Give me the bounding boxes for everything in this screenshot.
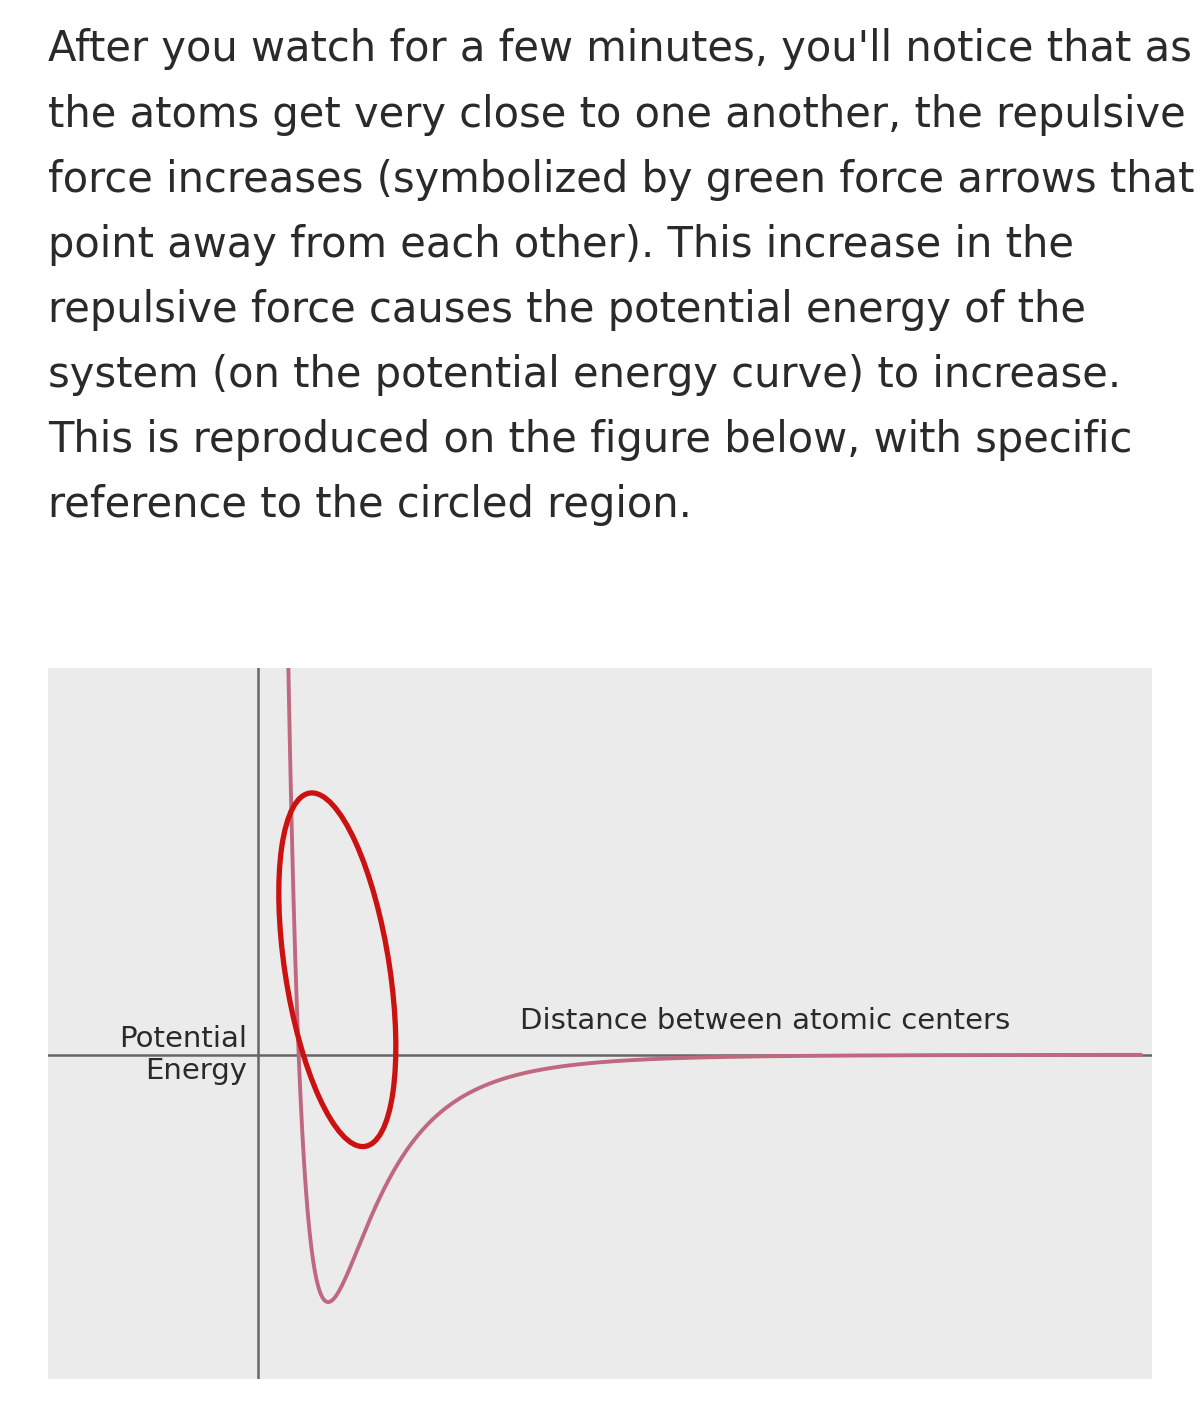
Text: Distance between atomic centers: Distance between atomic centers — [521, 1007, 1010, 1035]
Text: Potential
Energy: Potential Energy — [119, 1025, 247, 1085]
Text: After you watch for a few minutes, you'll notice that as
the atoms get very clos: After you watch for a few minutes, you'l… — [48, 28, 1194, 526]
